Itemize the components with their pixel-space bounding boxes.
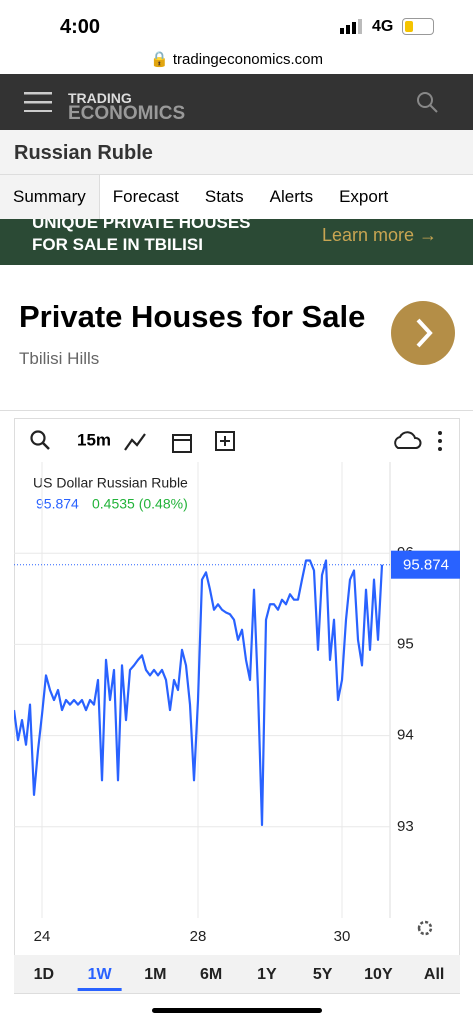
range-button[interactable]: 5Y — [313, 966, 333, 983]
signal — [340, 18, 362, 34]
legend-change: 0.4535 (0.48%) — [92, 496, 188, 512]
brand-top: TRADING — [68, 90, 132, 106]
line-type-icon[interactable] — [124, 433, 146, 451]
chart-title: US Dollar Russian Ruble — [33, 475, 188, 491]
chart: 15m US Dollar Russian Ruble 95.874 0.453… — [14, 430, 460, 993]
more-icon[interactable] — [438, 431, 442, 451]
settings-icon[interactable] — [417, 920, 433, 936]
ad-banner[interactable]: UNIQUE PRIVATE HOUSES FOR SALE IN TBILIS… — [0, 219, 473, 265]
chart-panel — [14, 418, 460, 994]
range-bar — [14, 955, 460, 993]
range-button[interactable]: 1M — [144, 966, 166, 983]
brand-bottom: ECONOMICS — [68, 103, 186, 124]
calendar-icon[interactable] — [172, 434, 192, 453]
toolbar: 15m — [30, 430, 442, 453]
last-price-label: 95.874 — [403, 557, 449, 574]
tab[interactable]: Stats — [204, 187, 244, 206]
url[interactable]: 🔒 tradingeconomics.com — [150, 51, 323, 68]
range-button[interactable]: 6M — [200, 966, 222, 983]
tab[interactable]: Alerts — [269, 187, 314, 206]
tab[interactable]: Summary — [0, 175, 100, 219]
title-bar: Russian Ruble — [0, 130, 473, 175]
ad-cta[interactable]: Learn more → — [322, 225, 438, 245]
range-button[interactable]: All — [424, 966, 444, 983]
status-time: 4:00 — [60, 16, 101, 38]
tabs: Summary Forecast Stats Alerts Export — [0, 175, 473, 219]
range-button[interactable]: 10Y — [364, 966, 393, 983]
ad-card[interactable]: Private Houses for Sale Tbilisi Hills — [0, 265, 473, 411]
tab[interactable]: Export — [339, 187, 389, 206]
x-tick-label: 24 — [34, 928, 51, 945]
x-tick-label: 30 — [334, 928, 351, 945]
ad-subtitle: Tbilisi Hills — [19, 349, 100, 368]
home-indicator — [152, 1008, 322, 1013]
range-underline — [77, 988, 122, 991]
ad-title: Private Houses for Sale — [19, 299, 366, 334]
page-title: Russian Ruble — [14, 142, 153, 164]
battery — [402, 18, 434, 35]
menu-icon[interactable] — [24, 92, 52, 112]
price-line — [14, 559, 384, 827]
search-icon[interactable] — [415, 90, 439, 114]
network: 4G — [372, 18, 394, 35]
y-tick-label: 94 — [397, 727, 414, 744]
interval[interactable]: 15m — [77, 430, 111, 449]
header: TRADING ECONOMICS — [0, 74, 473, 130]
zoom-icon[interactable] — [30, 430, 50, 450]
y-tick-label: 95 — [397, 635, 414, 652]
ad-line1: UNIQUE PRIVATE HOUSES — [32, 219, 251, 232]
last-price-box — [391, 550, 460, 579]
range-button[interactable]: 1W — [88, 966, 113, 983]
y-tick-label: 93 — [397, 818, 414, 835]
add-icon[interactable] — [215, 431, 235, 451]
legend-value: 95.874 — [36, 496, 79, 512]
tab[interactable]: Forecast — [112, 187, 179, 206]
range-button[interactable]: 1D — [34, 966, 54, 983]
ad-arrow[interactable] — [390, 300, 456, 366]
ad-line2: FOR SALE IN TBILISI — [32, 235, 203, 254]
cloud-icon[interactable] — [394, 431, 422, 449]
x-tick-label: 28 — [190, 928, 207, 945]
url-text: tradingeconomics.com — [172, 51, 323, 68]
range-button[interactable]: 1Y — [257, 966, 277, 983]
